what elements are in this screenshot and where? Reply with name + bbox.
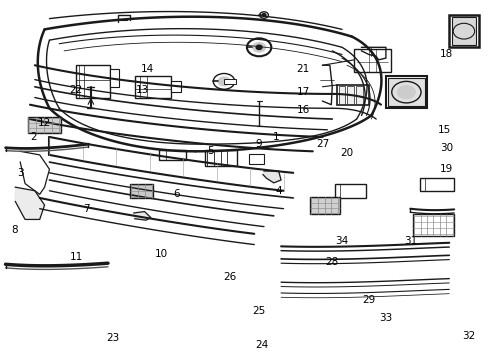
Text: 31: 31 <box>403 236 416 246</box>
Text: 6: 6 <box>173 189 179 199</box>
FancyBboxPatch shape <box>338 86 344 104</box>
FancyBboxPatch shape <box>336 85 368 105</box>
Text: 12: 12 <box>38 118 51 128</box>
Text: 23: 23 <box>106 333 119 343</box>
FancyBboxPatch shape <box>110 69 119 87</box>
Text: 2: 2 <box>30 132 37 142</box>
Circle shape <box>256 45 262 49</box>
Polygon shape <box>134 212 151 220</box>
Text: 30: 30 <box>439 143 452 153</box>
FancyBboxPatch shape <box>355 86 362 104</box>
Text: 18: 18 <box>439 49 452 59</box>
FancyBboxPatch shape <box>159 149 185 160</box>
Text: 1: 1 <box>272 132 279 142</box>
Text: 20: 20 <box>340 148 353 158</box>
Text: 29: 29 <box>362 295 375 305</box>
Text: 8: 8 <box>11 225 18 235</box>
FancyBboxPatch shape <box>224 78 236 84</box>
Text: 14: 14 <box>140 64 153 74</box>
Polygon shape <box>15 187 44 220</box>
Circle shape <box>397 86 414 99</box>
Text: 19: 19 <box>439 164 452 174</box>
Text: 28: 28 <box>325 257 338 267</box>
Text: 33: 33 <box>379 313 392 323</box>
FancyBboxPatch shape <box>346 86 353 104</box>
FancyBboxPatch shape <box>387 78 424 107</box>
Text: 22: 22 <box>69 85 83 95</box>
FancyBboxPatch shape <box>130 184 153 198</box>
FancyBboxPatch shape <box>27 117 61 134</box>
FancyBboxPatch shape <box>451 17 475 45</box>
FancyBboxPatch shape <box>412 214 453 235</box>
Text: 21: 21 <box>296 64 309 74</box>
Text: 5: 5 <box>206 146 213 156</box>
FancyBboxPatch shape <box>135 76 171 98</box>
Text: 13: 13 <box>135 85 148 95</box>
FancyBboxPatch shape <box>419 178 453 191</box>
Circle shape <box>262 14 265 17</box>
FancyBboxPatch shape <box>310 197 339 214</box>
Text: 15: 15 <box>437 125 450 135</box>
Text: 3: 3 <box>17 168 23 178</box>
Text: 4: 4 <box>275 186 282 196</box>
Text: 25: 25 <box>252 306 265 316</box>
FancyBboxPatch shape <box>353 49 390 72</box>
Text: 9: 9 <box>255 139 262 149</box>
Text: 26: 26 <box>223 272 236 282</box>
FancyBboxPatch shape <box>385 76 427 108</box>
Text: 17: 17 <box>296 87 309 97</box>
FancyBboxPatch shape <box>448 15 478 47</box>
Circle shape <box>218 77 229 86</box>
Text: 10: 10 <box>155 248 168 258</box>
FancyBboxPatch shape <box>205 149 237 166</box>
Text: 32: 32 <box>461 331 474 341</box>
Circle shape <box>252 42 265 52</box>
Text: 27: 27 <box>315 139 328 149</box>
Text: 16: 16 <box>296 105 309 115</box>
FancyBboxPatch shape <box>171 81 181 92</box>
Text: 7: 7 <box>82 204 89 214</box>
Polygon shape <box>263 171 281 183</box>
FancyBboxPatch shape <box>334 184 366 198</box>
FancyBboxPatch shape <box>76 65 110 98</box>
FancyBboxPatch shape <box>249 154 264 164</box>
Text: 24: 24 <box>254 340 267 350</box>
Text: 34: 34 <box>335 236 348 246</box>
Text: 11: 11 <box>69 252 83 262</box>
